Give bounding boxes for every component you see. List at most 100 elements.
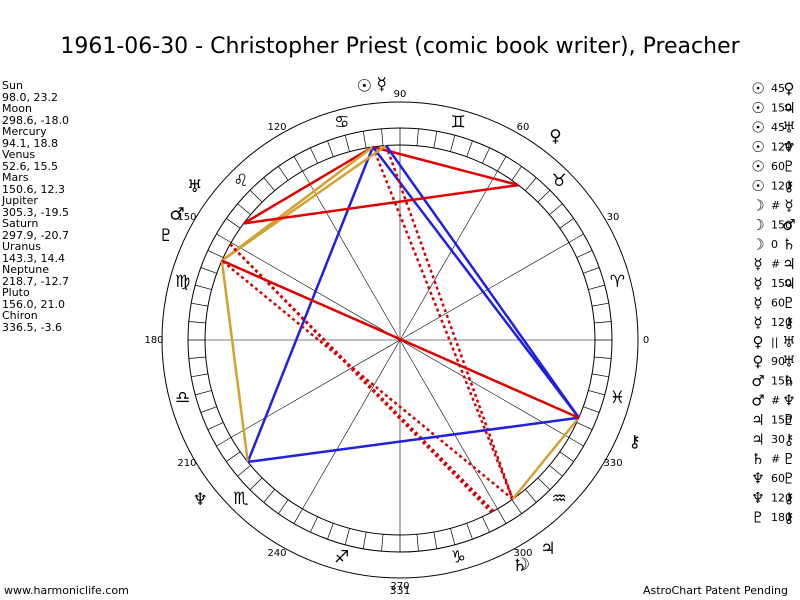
aspect-from: ☉ — [751, 119, 764, 137]
aspect-to: ♇ — [782, 411, 795, 429]
aspect-to: ♃ — [782, 99, 795, 117]
aspect-to: ⚷ — [784, 314, 795, 332]
aspect-line — [384, 145, 514, 500]
ring-tick — [310, 516, 318, 533]
aspect-line — [247, 416, 579, 464]
sign-glyph: ♒ — [551, 489, 566, 509]
planet-position: 156.0, 21.0 — [2, 298, 65, 311]
aspect-from: ☉ — [751, 177, 764, 195]
planet-position: 52.6, 15.5 — [2, 160, 58, 173]
aspect-to: ⚷ — [784, 509, 795, 527]
aspect-from: ☉ — [751, 138, 764, 156]
aspect-line — [511, 416, 580, 500]
aspect-to: ♆ — [782, 392, 795, 410]
ring-tick — [583, 406, 600, 413]
ring-tick — [237, 465, 251, 477]
planet-position: 297.9, -20.7 — [2, 229, 69, 242]
aspect-kind: 60 — [771, 160, 785, 173]
ring-tick — [576, 250, 593, 258]
planet-name: Sun — [2, 79, 23, 92]
planet-position: 298.6, -18.0 — [2, 114, 69, 127]
degree-label: 90 — [394, 89, 407, 100]
ring-tick — [559, 451, 574, 462]
planet-glyph: ♄ — [512, 556, 527, 576]
ring-tick — [188, 356, 206, 359]
aspect-from: ♄ — [751, 450, 764, 468]
ring-tick — [216, 437, 232, 447]
planet-glyph: ♇ — [159, 226, 174, 246]
aspect-kind: # — [771, 258, 780, 271]
ring-tick — [226, 451, 241, 462]
ring-tick — [278, 499, 289, 514]
aspect-to: ♇ — [782, 294, 795, 312]
ring-tick — [588, 390, 605, 396]
ring-tick — [249, 189, 263, 203]
planet-name: Moon — [2, 102, 32, 115]
ring-tick — [207, 422, 224, 430]
aspect-kind: 120 — [771, 141, 792, 154]
sign-glyph: ♊ — [451, 113, 466, 133]
degree-label: 300 — [513, 548, 532, 559]
ring-tick — [195, 390, 212, 396]
aspect-to: ♆ — [782, 138, 795, 156]
aspect-from: ☿ — [753, 294, 762, 312]
ring-tick — [237, 203, 251, 215]
footer-right: AstroChart Patent Pending — [643, 584, 788, 597]
aspect-from: ☉ — [751, 99, 764, 117]
ring-tick — [525, 177, 537, 191]
ring-tick — [568, 437, 584, 447]
ring-tick — [416, 534, 419, 552]
ring-tick — [497, 508, 507, 524]
aspect-line — [221, 259, 580, 419]
planet-name: Neptune — [2, 263, 49, 276]
ring-tick — [576, 422, 593, 430]
ring-tick — [433, 531, 438, 549]
planet-position: 336.5, -3.6 — [2, 321, 62, 334]
ring-tick — [216, 233, 232, 243]
aspect-from: ☉ — [751, 80, 764, 98]
aspect-from: ♂ — [751, 392, 764, 410]
ring-tick — [195, 284, 212, 290]
aspect-from: ☽ — [751, 197, 764, 215]
planet-glyph: ☉ — [357, 76, 372, 96]
ring-tick — [327, 523, 334, 540]
ring-tick — [482, 516, 490, 533]
ring-tick — [310, 147, 318, 164]
planet-name: Pluto — [2, 286, 30, 299]
ring-tick — [191, 302, 209, 307]
sign-glyph: ♍ — [175, 272, 190, 292]
outer-circle — [161, 101, 639, 579]
house-spoke — [399, 170, 498, 341]
planet-name: Saturn — [2, 217, 38, 230]
ring-tick — [583, 267, 600, 274]
aspect-to: ♇ — [782, 470, 795, 488]
planet-position: 305.3, -19.5 — [2, 206, 69, 219]
footer-center: 331 — [390, 584, 411, 597]
ring-tick — [466, 523, 473, 540]
aspect-kind: 120 — [771, 316, 792, 329]
planet-position: 143.3, 14.4 — [2, 252, 65, 265]
aspect-from: ♃ — [751, 431, 764, 449]
aspect-to: ♇ — [782, 450, 795, 468]
aspect-kind: 60 — [771, 472, 785, 485]
aspect-from: ♆ — [751, 470, 764, 488]
aspect-from: ☽ — [751, 216, 764, 234]
ring-tick — [433, 131, 438, 149]
ring-tick — [511, 166, 522, 181]
ring-tick — [278, 166, 289, 181]
aspect-from: ♀ — [753, 353, 764, 371]
ring-tick — [200, 406, 217, 413]
ring-tick — [263, 489, 275, 503]
aspect-to: ♅ — [782, 353, 795, 371]
planet-position: 98.0, 23.2 — [2, 91, 58, 104]
aspect-kind: 30 — [771, 433, 785, 446]
aspect-kind: 150 — [771, 102, 792, 115]
aspect-to: ⚷ — [784, 489, 795, 507]
degree-label: 150 — [177, 212, 196, 223]
house-spoke — [399, 339, 570, 438]
ring-tick — [466, 140, 473, 157]
aspect-to: ⚷ — [784, 177, 795, 195]
ring-tick — [293, 508, 303, 524]
ring-tick — [362, 131, 367, 149]
